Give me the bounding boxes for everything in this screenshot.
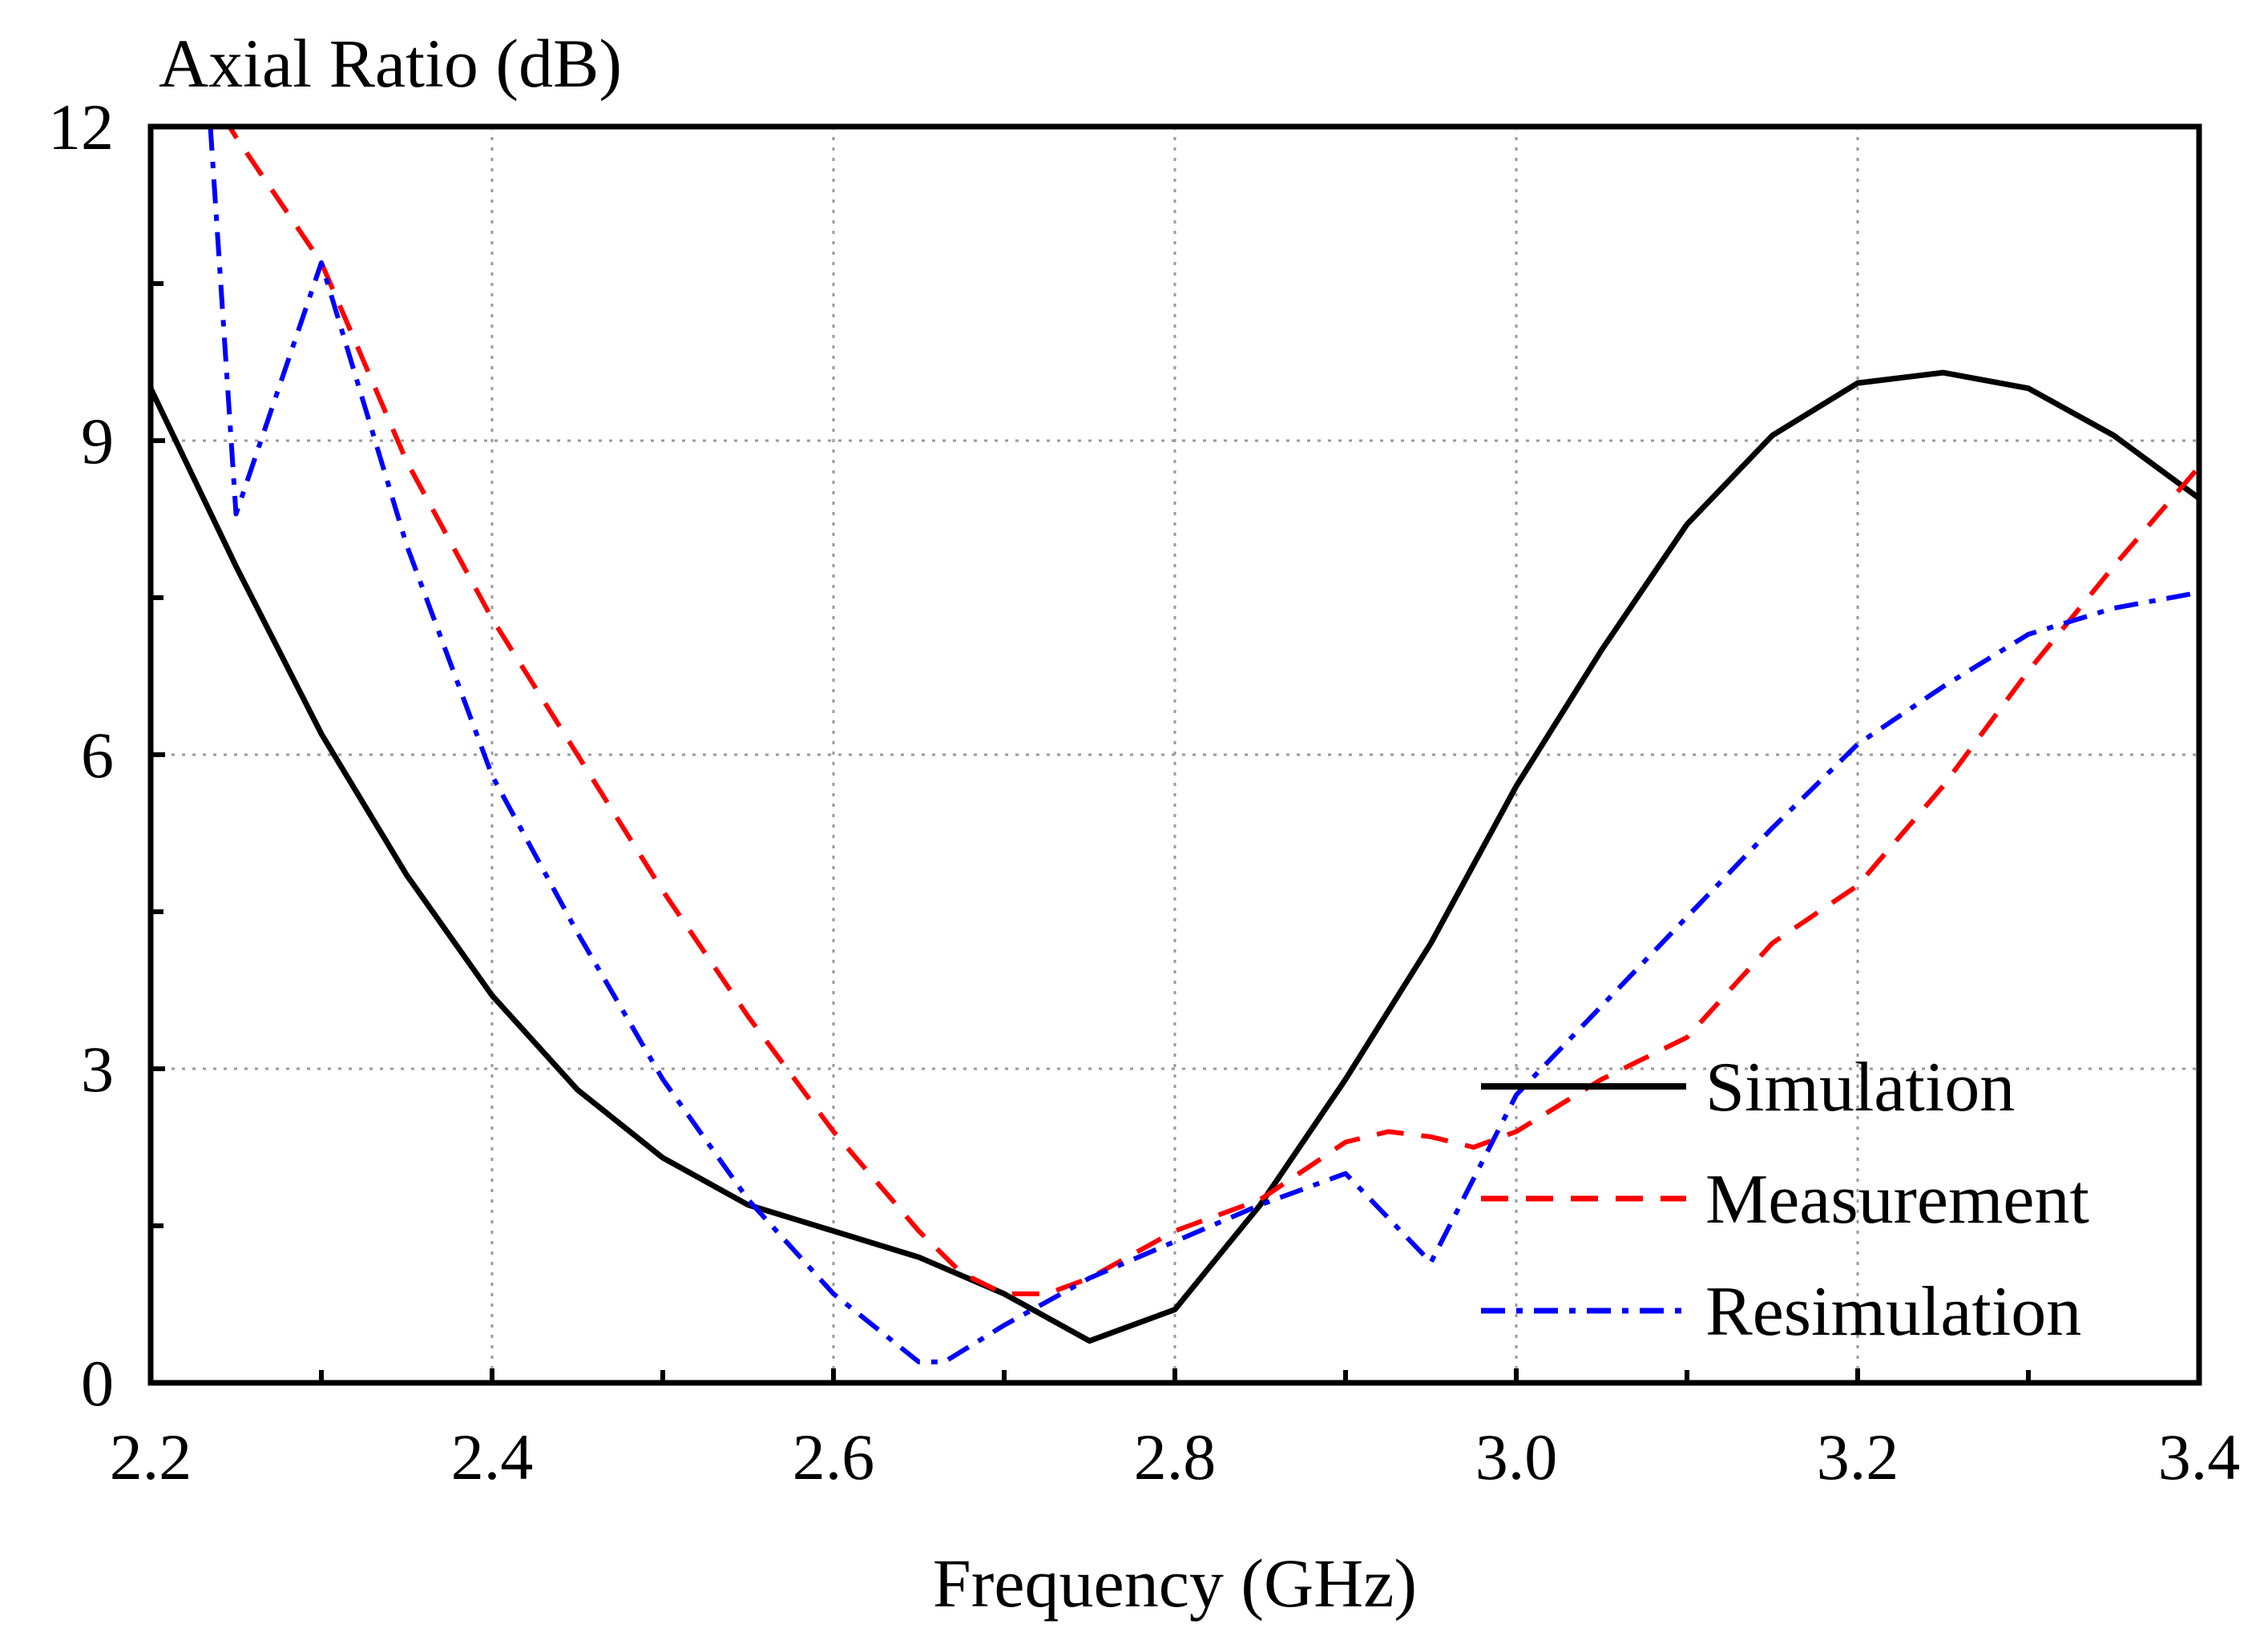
y-tick-label: 3 xyxy=(81,1033,114,1106)
tick-labels: 2.2 2.4 2.6 2.8 3.0 3.2 3.4 0 3 6 9 12 xyxy=(48,91,2240,1493)
x-tick-label: 3.2 xyxy=(1817,1420,1899,1493)
x-tick-label: 2.4 xyxy=(451,1420,534,1493)
y-tick-label: 9 xyxy=(81,405,114,478)
y-tick-label: 0 xyxy=(81,1347,114,1420)
x-tick-label: 3.0 xyxy=(1475,1420,1558,1493)
y-tick-label: 6 xyxy=(81,719,114,792)
legend-label-measurement: Measurement xyxy=(1705,1161,2089,1239)
ticks xyxy=(148,124,2201,1385)
x-tick-label: 2.2 xyxy=(110,1420,192,1493)
series-layer xyxy=(151,127,2199,1364)
grid xyxy=(151,127,2199,1383)
x-tick-label: 2.6 xyxy=(793,1420,875,1493)
x-tick-label: 2.8 xyxy=(1134,1420,1217,1493)
y-tick-label: 12 xyxy=(48,91,114,163)
legend: Simulation Measurement Resimulation xyxy=(1481,1049,2089,1351)
series-measurement-line xyxy=(226,127,2199,1296)
series-simulation-line xyxy=(151,369,2199,1344)
x-axis-title: Frequency (GHz) xyxy=(933,1545,1417,1622)
y-axis-title: Axial Ratio (dB) xyxy=(159,25,622,102)
legend-label-resimulation: Resimulation xyxy=(1705,1273,2081,1351)
legend-label-simulation: Simulation xyxy=(1705,1049,2015,1126)
x-tick-label: 3.4 xyxy=(2158,1420,2241,1493)
series-resimulation-line xyxy=(208,127,2199,1364)
